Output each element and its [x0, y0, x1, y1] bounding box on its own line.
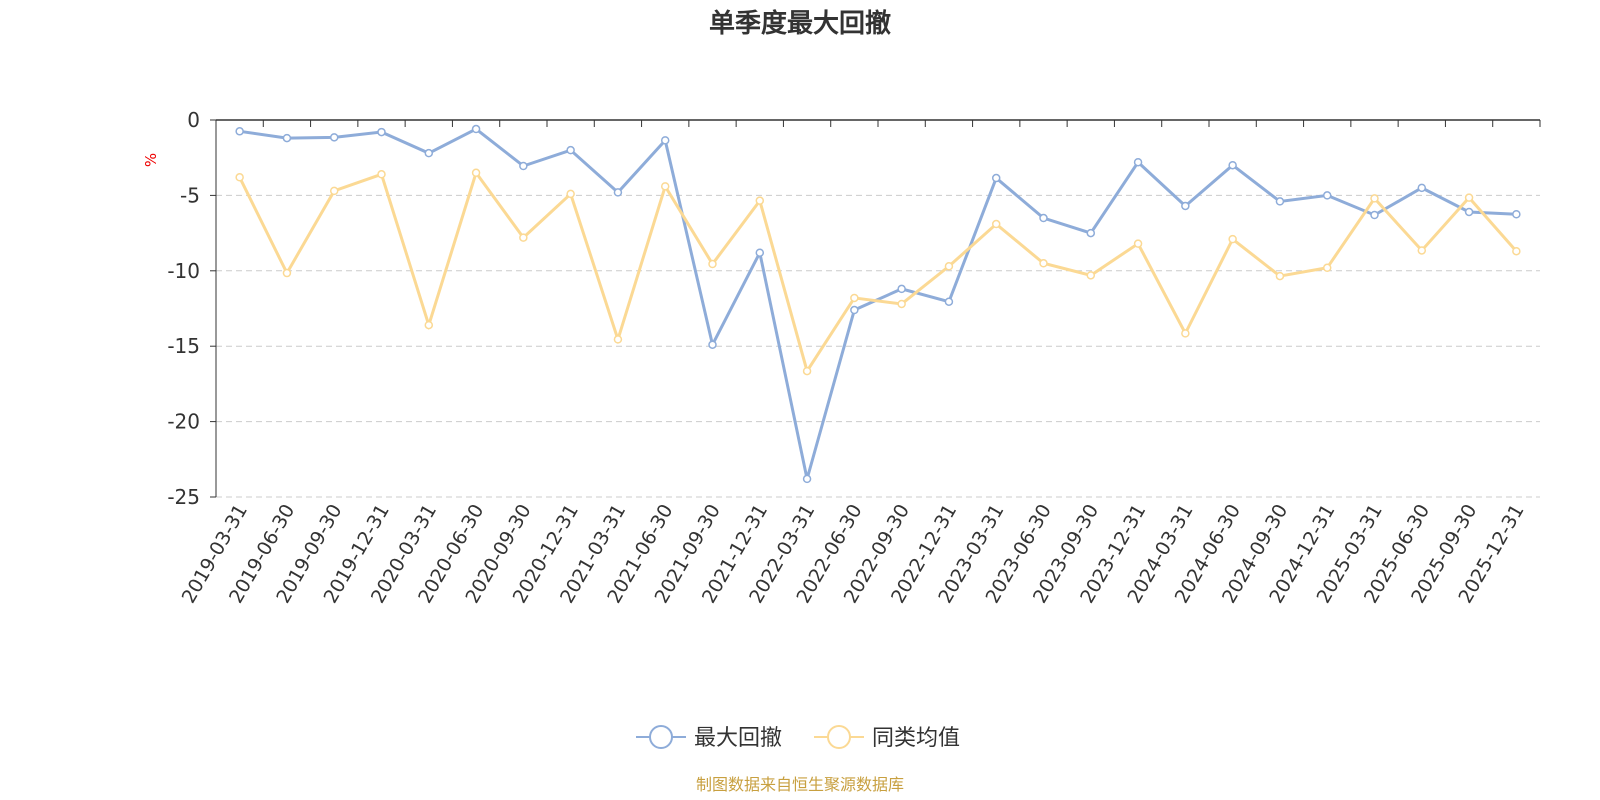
point: [566, 189, 575, 199]
point: [755, 248, 765, 257]
legend-label: 最大回撤: [694, 726, 782, 751]
point: [944, 297, 954, 306]
point: [424, 148, 434, 158]
point: [1228, 160, 1237, 170]
point: [1039, 259, 1048, 268]
point: [377, 170, 386, 179]
point: [282, 268, 292, 278]
point: [519, 161, 528, 171]
y-unit: %: [142, 153, 160, 167]
point: [1464, 193, 1474, 202]
y-tick-label: -25: [167, 485, 200, 509]
series-line: [239, 127, 1517, 480]
point: [1228, 234, 1237, 244]
point: [1133, 239, 1143, 248]
point: [1512, 210, 1521, 219]
source-note: 制图数据来自恒生聚源数据库: [696, 775, 904, 794]
point: [1086, 228, 1096, 238]
point: [1275, 197, 1285, 206]
legend-marker: [649, 725, 673, 749]
point: [1275, 271, 1285, 281]
point: [1133, 157, 1143, 167]
point: [424, 320, 434, 330]
point: [1181, 329, 1190, 338]
point: [282, 133, 292, 143]
legend-label: 同类均值: [872, 726, 960, 751]
point: [897, 284, 906, 294]
y-tick-label: -15: [167, 334, 200, 358]
chart-title: 单季度最大回撤: [709, 8, 891, 39]
point: [1512, 246, 1521, 256]
point: [1370, 210, 1379, 220]
y-tick-label: 0: [187, 108, 200, 132]
point: [944, 262, 954, 271]
point: [897, 299, 906, 309]
y-tick-label: -10: [167, 259, 200, 283]
point: [1039, 213, 1048, 223]
point: [613, 188, 623, 197]
point: [991, 173, 1001, 183]
point: [519, 233, 528, 242]
point: [1322, 191, 1332, 200]
point: [1370, 194, 1379, 203]
point: [1086, 271, 1096, 280]
point: [377, 127, 386, 137]
y-tick-label: -5: [180, 183, 200, 207]
point: [1322, 263, 1332, 273]
legend-marker: [827, 725, 851, 749]
point: [1464, 207, 1474, 217]
point: [850, 293, 859, 303]
point: [660, 136, 670, 145]
y-tick-label: -20: [167, 410, 200, 434]
point: [235, 127, 244, 136]
point: [802, 366, 812, 376]
point: [991, 219, 1001, 229]
series-line: [238, 169, 1518, 375]
point: [708, 259, 717, 269]
point: [329, 133, 339, 142]
point: [708, 340, 717, 349]
point: [566, 145, 575, 155]
point: [850, 305, 859, 315]
point: [471, 124, 481, 134]
point: [471, 168, 481, 178]
point: [660, 182, 670, 191]
point: [235, 173, 244, 182]
point: [1417, 183, 1427, 193]
point: [802, 474, 812, 484]
point: [755, 196, 765, 205]
point: [329, 186, 339, 196]
point: [1181, 201, 1190, 211]
point: [613, 335, 623, 344]
point: [1417, 246, 1427, 255]
